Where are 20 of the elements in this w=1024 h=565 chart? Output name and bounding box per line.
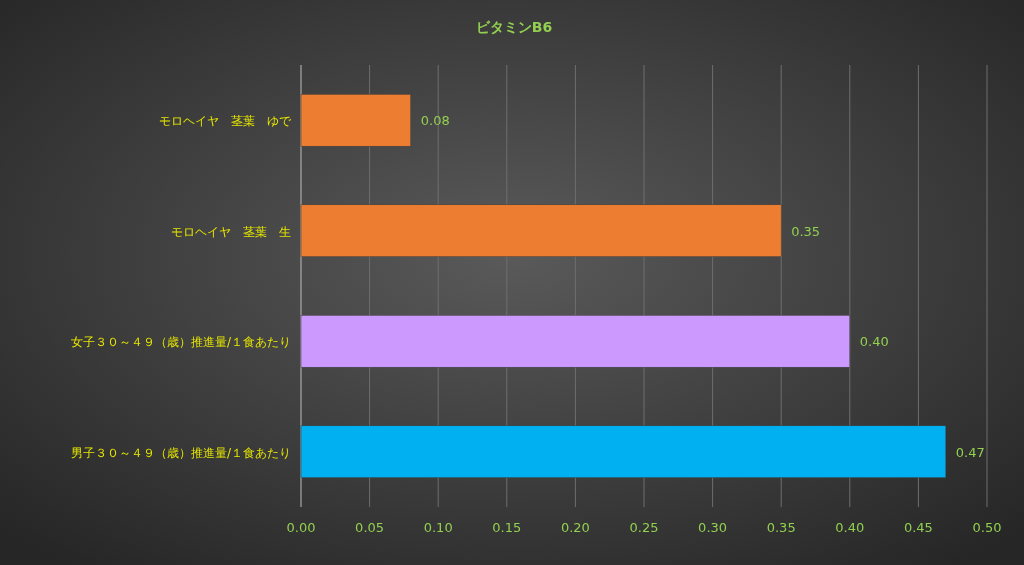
x-tick-label: 0.45: [903, 520, 933, 535]
x-tick-label: 0.35: [766, 520, 796, 535]
y-tick-label: モロヘイヤ 茎葉 生: [171, 224, 291, 239]
x-tick-label: 0.15: [492, 520, 522, 535]
x-tick-label: 0.05: [355, 520, 385, 535]
x-tick-label: 0.40: [835, 520, 865, 535]
x-tick-label: 0.30: [698, 520, 728, 535]
y-tick-label: モロヘイヤ 茎葉 ゆで: [159, 114, 292, 129]
x-tick-label: 0.10: [423, 520, 453, 535]
chart-title: ビタミンB6: [475, 19, 553, 35]
data-label: 0.35: [791, 223, 821, 239]
x-tick-label: 0.50: [972, 520, 1002, 535]
data-label: 0.40: [859, 334, 889, 350]
data-label: 0.08: [420, 113, 450, 129]
y-tick-label: 女子３０～４９（歳）推進量/１食あたり: [70, 335, 291, 350]
x-tick-label: 0.25: [629, 520, 659, 535]
x-tick-label: 0.20: [560, 520, 590, 535]
y-tick-label: 男子３０～４９（歳）推進量/１食あたり: [70, 445, 291, 460]
x-tick-label: 0.00: [286, 520, 316, 535]
data-label: 0.47: [955, 444, 985, 460]
